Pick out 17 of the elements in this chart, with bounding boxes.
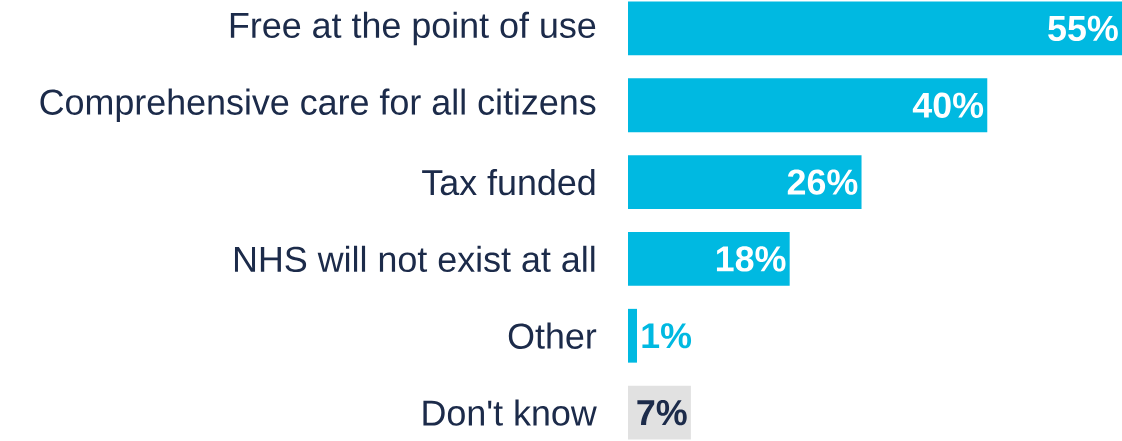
data-label: 55% (1048, 15, 1118, 42)
data-label: 40% (912, 92, 984, 118)
y-tick-label: Tax funded (422, 168, 595, 196)
data-label: 7% (637, 399, 687, 426)
y-tick-label: Other (508, 322, 597, 349)
data-label: 26% (787, 169, 858, 195)
data-label: 1% (642, 323, 692, 349)
bar (628, 78, 988, 133)
y-tick-label: Comprehensive care for all citizens (40, 88, 596, 122)
y-tick-label: NHS will not exist at all (234, 245, 595, 273)
bar (628, 308, 637, 363)
y-tick-label: Free at the point of use (230, 11, 596, 46)
bar (628, 232, 790, 286)
y-tick-label: Don't know (423, 399, 597, 426)
data-label: 18% (716, 246, 786, 272)
bar (628, 1, 1122, 56)
bar (628, 155, 862, 209)
